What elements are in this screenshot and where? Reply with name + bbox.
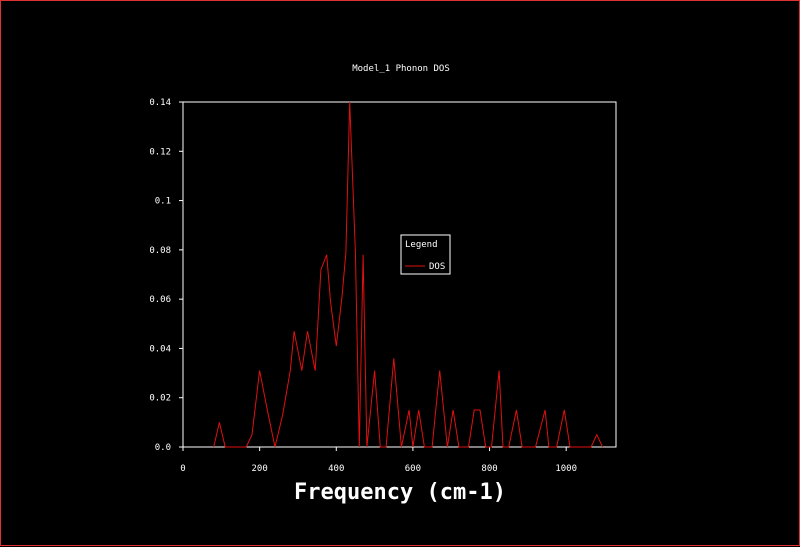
y-tick-label: 0.12 xyxy=(149,147,171,157)
y-tick-label: 0.08 xyxy=(149,246,171,256)
x-tick-label: 0 xyxy=(180,464,185,474)
y-tick-label: 0.0 xyxy=(155,443,171,453)
x-tick-label: 400 xyxy=(328,464,344,474)
y-tick-label: 0.06 xyxy=(149,295,171,305)
x-tick-label: 600 xyxy=(405,464,421,474)
chart-title: Model_1 Phonon DOS xyxy=(352,64,450,74)
x-tick-label: 800 xyxy=(481,464,497,474)
x-tick-label: 200 xyxy=(252,464,268,474)
y-tick-label: 0.04 xyxy=(149,344,171,354)
legend-label-dos: DOS xyxy=(429,262,445,272)
x-axis-label: Frequency (cm-1) xyxy=(294,480,506,505)
legend-box xyxy=(400,234,451,275)
y-axis: 0.0 0.02 0.04 0.06 0.08 0.1 0.12 0.14 xyxy=(149,98,183,453)
dos-series-line xyxy=(213,101,604,448)
y-tick-label: 0.14 xyxy=(149,98,171,108)
x-tick-label: 1000 xyxy=(555,464,577,474)
legend: Legend DOS xyxy=(400,234,451,275)
y-tick-label: 0.02 xyxy=(149,394,171,404)
y-tick-label: 0.1 xyxy=(155,197,171,207)
plot-area-border xyxy=(182,101,617,448)
x-axis: 0 200 400 600 800 1000 xyxy=(180,447,577,474)
legend-title: Legend xyxy=(405,240,438,250)
